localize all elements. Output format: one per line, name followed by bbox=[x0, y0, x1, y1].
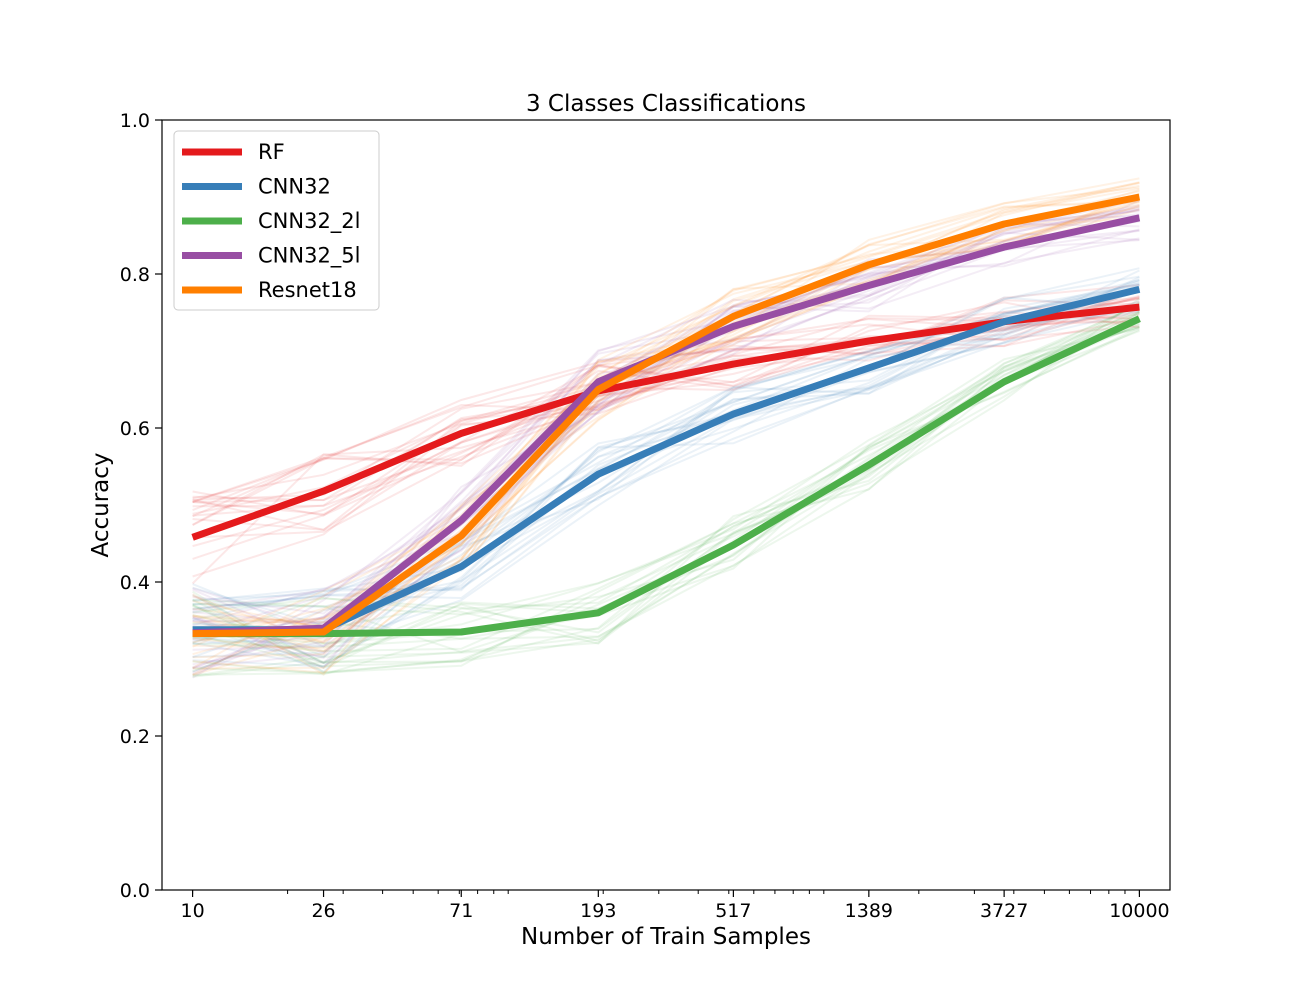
y-tick-label: 0.0 bbox=[120, 880, 150, 902]
y-tick-label: 0.6 bbox=[120, 418, 150, 440]
x-tick-label: 71 bbox=[449, 900, 473, 922]
trial-line bbox=[192, 296, 1140, 668]
trial-line bbox=[192, 201, 1140, 669]
trial-line bbox=[192, 305, 1140, 531]
legend-box bbox=[173, 130, 380, 311]
trial-line bbox=[192, 296, 1140, 560]
trial-line bbox=[192, 237, 1140, 679]
trial-line bbox=[192, 310, 1140, 610]
x-tick-label: 10000 bbox=[1109, 900, 1169, 922]
trial-line bbox=[192, 287, 1140, 517]
trial-line bbox=[192, 267, 1140, 610]
trial-line bbox=[192, 219, 1140, 612]
trial-line bbox=[192, 284, 1140, 517]
chart-title: 3 Classes Classifications bbox=[526, 91, 806, 117]
x-axis-label: Number of Train Samples bbox=[521, 924, 811, 950]
trial-line bbox=[192, 323, 1140, 648]
series-line-0 bbox=[191, 303, 1140, 541]
series-line-2 bbox=[192, 315, 1141, 638]
legend-label-0: RF bbox=[258, 140, 285, 164]
trial-line bbox=[192, 217, 1140, 643]
y-tick-label: 0.8 bbox=[120, 264, 150, 286]
trial-line bbox=[192, 310, 1140, 658]
trial-line bbox=[192, 299, 1140, 508]
x-tick-label: 1389 bbox=[845, 900, 893, 922]
trial-line bbox=[192, 275, 1140, 668]
mean-lines bbox=[191, 193, 1141, 638]
trial-line bbox=[192, 315, 1140, 548]
trial-line bbox=[192, 177, 1140, 676]
trial-line bbox=[192, 189, 1140, 670]
legend-label-1: CNN32 bbox=[258, 175, 331, 199]
series-line-4 bbox=[192, 193, 1141, 638]
plot-frame bbox=[161, 119, 1171, 891]
legend-label-2: CNN32_2l bbox=[258, 209, 361, 234]
trial-line bbox=[192, 304, 1140, 670]
legend-label-3: CNN32_5l bbox=[258, 244, 361, 269]
y-tick-label: 0.4 bbox=[120, 572, 150, 594]
trial-line bbox=[192, 311, 1140, 665]
trial-line bbox=[192, 305, 1140, 613]
trial-line bbox=[192, 208, 1140, 627]
trial-line bbox=[192, 229, 1140, 669]
trial-line bbox=[192, 278, 1140, 673]
x-tick-label: 26 bbox=[311, 900, 335, 922]
y-axis-label: Accuracy bbox=[88, 452, 114, 557]
trial-line bbox=[192, 184, 1140, 629]
x-tick-label: 3727 bbox=[980, 900, 1028, 922]
trial-line bbox=[192, 186, 1140, 648]
trial-line bbox=[192, 269, 1140, 647]
trial-line bbox=[192, 283, 1140, 603]
legend: RF CNN32 CNN32_2l CNN32_5l Resnet18 bbox=[173, 130, 380, 311]
trial-line bbox=[192, 213, 1140, 635]
trial-line bbox=[192, 204, 1140, 676]
y-axis: 0.0 0.2 0.4 0.6 0.8 1.0 bbox=[120, 110, 162, 902]
trial-line bbox=[192, 327, 1140, 674]
x-tick-label: 10 bbox=[180, 900, 204, 922]
trial-line bbox=[192, 303, 1140, 664]
trial-line bbox=[192, 311, 1140, 502]
trial-line bbox=[192, 290, 1140, 621]
x-tick-label: 517 bbox=[715, 900, 751, 922]
x-tick-label: 193 bbox=[580, 900, 616, 922]
y-tick-label: 0.2 bbox=[120, 726, 150, 748]
trial-line bbox=[192, 326, 1140, 673]
trial-line bbox=[192, 208, 1140, 670]
trial-line bbox=[192, 325, 1140, 674]
x-axis: 10 26 71 193 517 1389 3727 10000 bbox=[180, 890, 1170, 922]
trial-line bbox=[192, 313, 1140, 645]
y-tick-label: 1.0 bbox=[120, 110, 150, 132]
trial-line bbox=[192, 302, 1140, 677]
trial-line bbox=[192, 311, 1140, 668]
legend-label-4: Resnet18 bbox=[258, 278, 357, 302]
trial-line bbox=[192, 285, 1140, 608]
